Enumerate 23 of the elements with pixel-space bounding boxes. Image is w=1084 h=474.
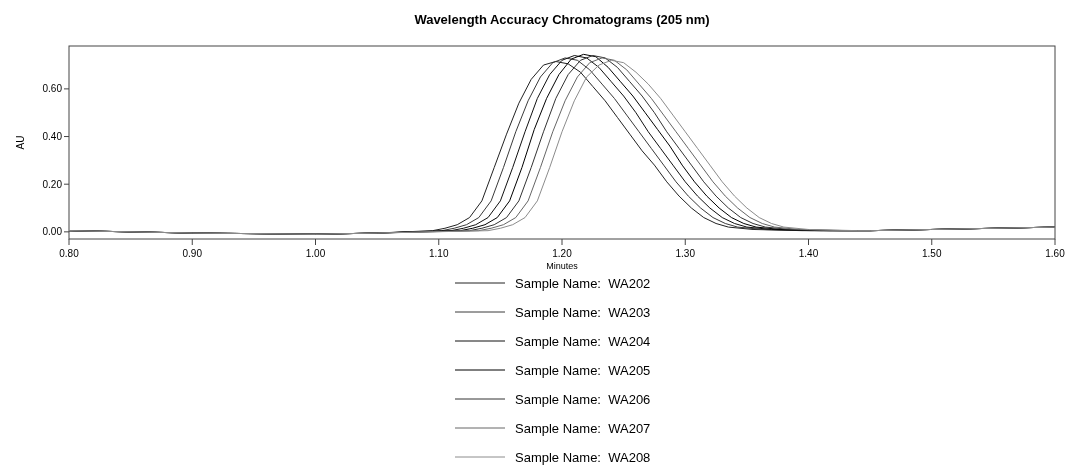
legend-label: Sample Name: WA202 [515, 276, 651, 291]
y-tick-label: 0.00 [42, 226, 63, 238]
x-tick-label: 1.00 [305, 248, 326, 259]
legend-label: Sample Name: WA207 [515, 421, 651, 436]
y-axis-title: AU [15, 135, 26, 150]
x-tick-label: 1.10 [429, 248, 449, 259]
legend-label: Sample Name: WA205 [515, 363, 651, 378]
y-tick-label: 0.60 [42, 83, 63, 95]
x-tick-label: 1.40 [798, 248, 819, 259]
x-axis-title: Minutes [546, 261, 579, 271]
x-tick-label: 1.60 [1045, 248, 1066, 259]
x-tick-label: 0.90 [182, 248, 203, 259]
legend-label: Sample Name: WA203 [515, 305, 651, 320]
legend-label: Sample Name: WA204 [515, 334, 651, 349]
chart-title: Wavelength Accuracy Chromatograms (205 nm) [414, 12, 710, 27]
x-tick-label: 0.80 [59, 248, 80, 259]
legend-label: Sample Name: WA206 [515, 392, 651, 407]
x-tick-label: 1.20 [552, 248, 573, 259]
y-tick-label: 0.40 [42, 131, 63, 143]
x-tick-label: 1.30 [675, 248, 696, 259]
y-tick-label: 0.20 [42, 178, 63, 190]
x-tick-label: 1.50 [922, 248, 942, 259]
legend-label: Sample Name: WA208 [515, 450, 651, 465]
